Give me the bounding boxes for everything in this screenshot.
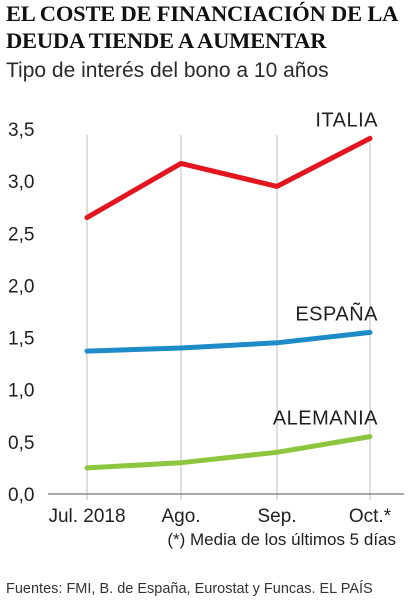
x-tick-label: Ago. <box>161 506 200 527</box>
footnote: (*) Media de los últimos 5 días <box>167 530 396 549</box>
label-layer: ITALIA ESPAÑA ALEMANIA <box>273 109 378 429</box>
series-layer <box>84 135 373 471</box>
series-line-alemania <box>84 434 373 471</box>
axis-layer: 0,0 0,5 1,0 1,5 2,0 2,5 3,0 3,5 Jul. 2018 Ago. Sep… <box>8 120 404 527</box>
y-tick-label: 1,5 <box>8 329 34 350</box>
x-tick-label: Sep. <box>257 506 296 527</box>
x-tick-label: Jul. 2018 <box>48 506 125 527</box>
y-tick-label: 0,0 <box>8 485 34 506</box>
grid-layer <box>86 135 371 500</box>
x-tick-label: Oct.* <box>349 506 392 527</box>
y-tick-label: 2,5 <box>8 224 34 245</box>
chart-title: EL COSTE DE FINANCIACIÓN DE LA DEUDA TIE… <box>6 1 397 53</box>
source-credit: Fuentes: FMI, B. de España, Eurostat y F… <box>6 581 373 597</box>
y-tick-label: 0,5 <box>8 433 34 454</box>
series-label: ALEMANIA <box>273 408 378 430</box>
y-tick-label: 3,5 <box>8 120 34 141</box>
series-line-italia <box>84 135 373 221</box>
series-label: ESPAÑA <box>295 301 378 325</box>
y-tick-label: 1,0 <box>8 381 34 402</box>
y-tick-label: 3,0 <box>8 172 34 193</box>
chart-subtitle: Tipo de interés del bono a 10 años <box>6 59 329 82</box>
series-label: ITALIA <box>315 109 378 131</box>
line-chart: 0,0 0,5 1,0 1,5 2,0 2,5 3,0 3,5 Jul. 2018 Ago. Sep… <box>8 109 404 527</box>
y-tick-label: 2,0 <box>8 276 34 297</box>
series-line-españa <box>84 329 373 354</box>
